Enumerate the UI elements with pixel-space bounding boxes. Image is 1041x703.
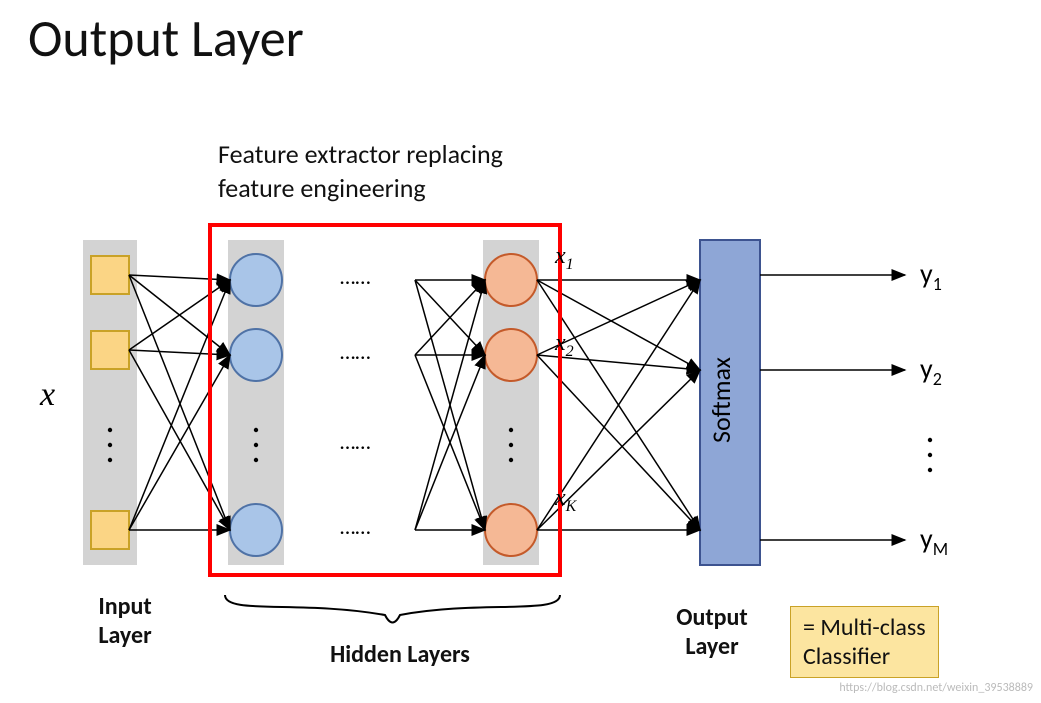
vdots-dot <box>254 428 258 432</box>
classifier-label-box: = Multi-class Classifier <box>790 606 939 678</box>
hidden-layers-label: Hidden Layers <box>300 640 500 669</box>
hidden2-node-k <box>485 504 537 556</box>
hidden2-label-xk: xK <box>554 485 578 515</box>
vdots-dot <box>509 443 513 447</box>
hidden1-node-2 <box>230 329 282 381</box>
softmax-label: Softmax <box>705 357 737 443</box>
hdots-row-3: …… <box>340 428 370 455</box>
hidden2-label-x1: x1 <box>554 243 574 273</box>
input-layer-label: Input Layer <box>80 592 170 650</box>
output-label-ym: yM <box>920 521 948 560</box>
output-label-y1: y1 <box>920 256 942 295</box>
vdots-dot <box>509 428 513 432</box>
hdots-row-2: …… <box>340 338 370 365</box>
hidden1-node-k <box>230 504 282 556</box>
hidden2-node-1 <box>485 254 537 306</box>
watermark: https://blog.csdn.net/weixin_39538889 <box>839 681 1033 695</box>
edges-input-hidden1 <box>129 275 230 530</box>
vdots-dot <box>928 453 932 457</box>
output-label-y2: y2 <box>920 351 942 390</box>
hidden-layers-brace <box>225 595 560 623</box>
input-node-n <box>91 511 129 549</box>
vdots-dot <box>928 468 932 472</box>
hidden2-node-2 <box>485 329 537 381</box>
hdots-row-1: …… <box>340 263 370 290</box>
hidden1-node-1 <box>230 254 282 306</box>
vdots-dot <box>928 438 932 442</box>
input-node-1 <box>91 256 129 294</box>
vdots-dot <box>108 428 112 432</box>
vdots-dot <box>108 443 112 447</box>
hidden2-label-x2: x2 <box>554 330 574 360</box>
edges-softmax-output <box>760 275 905 540</box>
hdots-row-4: …… <box>340 513 370 540</box>
input-node-2 <box>91 331 129 369</box>
vdots-dot <box>254 458 258 462</box>
vdots-dot <box>254 443 258 447</box>
vdots-dot <box>509 458 513 462</box>
output-layer-label: Output Layer <box>657 603 767 661</box>
input-x-label: x <box>39 376 55 413</box>
vdots-dot <box>108 458 112 462</box>
edges-mid-hidden2 <box>415 280 485 530</box>
